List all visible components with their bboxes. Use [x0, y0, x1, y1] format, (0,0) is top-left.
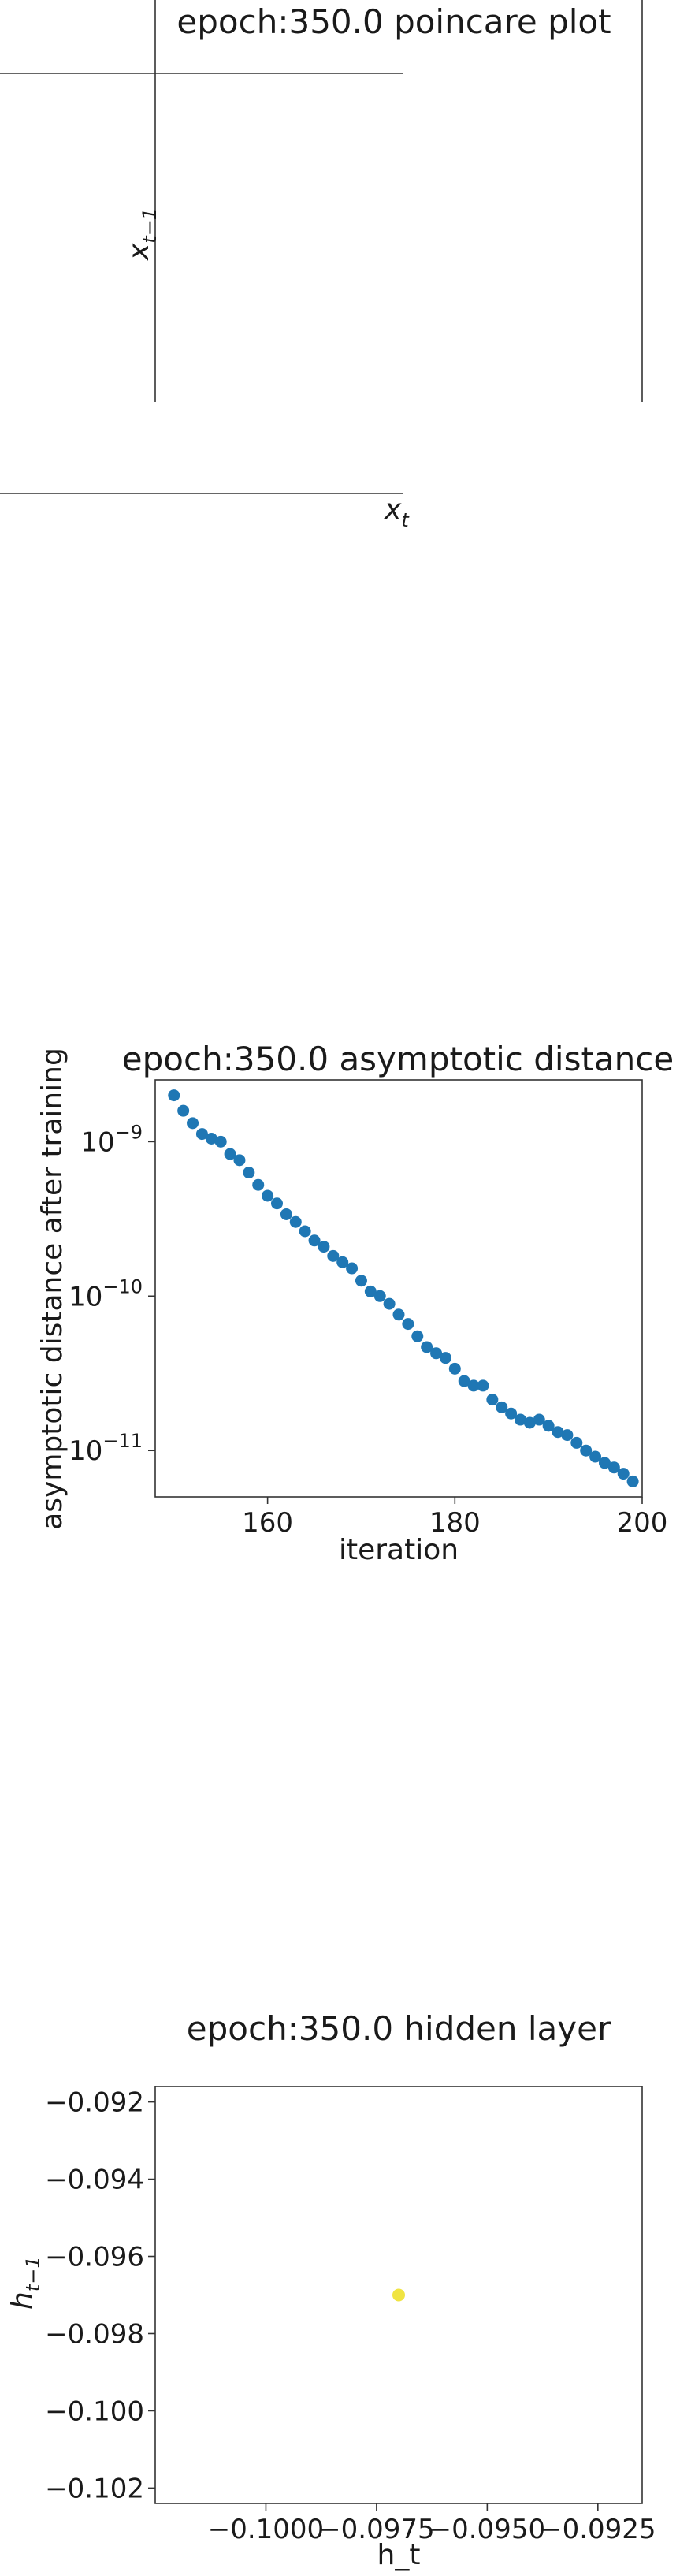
- data-point: [533, 1413, 545, 1426]
- asymptotic-title: epoch:350.0 asymptotic distance: [122, 1040, 674, 1078]
- data-point: [224, 1148, 236, 1160]
- poincare-xlabel: xt: [384, 493, 410, 531]
- data-point: [336, 1256, 349, 1268]
- poincare-title: epoch:350.0 poincare plot: [176, 2, 611, 41]
- data-point: [233, 1154, 246, 1167]
- data-point: [421, 1341, 433, 1353]
- data-point: [430, 1347, 443, 1360]
- hidden-title: epoch:350.0 hidden layer: [187, 2009, 611, 2048]
- data-point: [617, 1468, 630, 1480]
- poincare-ylabel-sub: t−1: [139, 208, 161, 244]
- svg-text:ht−1: ht−1: [6, 2256, 44, 2310]
- data-point: [598, 1457, 611, 1469]
- data-point: [308, 1234, 321, 1247]
- data-point: [589, 1450, 602, 1463]
- x-tick-label: −0.0975: [318, 2514, 434, 2545]
- y-tick-label: −0.100: [45, 2395, 144, 2427]
- data-point: [570, 1436, 583, 1449]
- hidden-ylabel: ht−1: [6, 2256, 44, 2310]
- data-point: [280, 1208, 292, 1220]
- data-point: [187, 1117, 199, 1130]
- data-point: [607, 1461, 620, 1474]
- poincare-panel: epoch:350.0 poincare plot xt−1 xt: [0, 0, 643, 531]
- data-point: [448, 1362, 461, 1375]
- hidden-xlabel: h_t: [377, 2539, 421, 2571]
- data-point: [195, 1128, 208, 1141]
- data-point: [346, 1262, 359, 1275]
- data-point: [561, 1429, 574, 1442]
- data-point: [515, 1413, 526, 1426]
- x-tick-label: −0.0950: [429, 2514, 545, 2545]
- data-point: [392, 2288, 405, 2302]
- y-tick-label: −0.094: [45, 2165, 144, 2196]
- y-tick-label: −0.102: [45, 2473, 144, 2504]
- data-point: [364, 1285, 377, 1297]
- data-point: [205, 1132, 217, 1145]
- x-tick-label: 200: [617, 1507, 668, 1539]
- data-point: [505, 1407, 518, 1420]
- x-tick-label: −0.1000: [208, 2514, 324, 2545]
- poincare-xlabel-sub: t: [401, 509, 410, 531]
- asymptotic-ylabel: asymptotic distance after training: [36, 1048, 69, 1530]
- data-point: [542, 1420, 555, 1432]
- y-tick-label: 10−10: [69, 1275, 143, 1312]
- data-point: [252, 1178, 265, 1191]
- hidden-panel: epoch:350.0 hidden layer −0.092−0.094−0.…: [6, 2009, 656, 2571]
- data-point: [168, 1089, 180, 1102]
- x-tick-label: 160: [242, 1507, 293, 1539]
- hidden-y-ticks: −0.092 −0.094 −0.096 −0.098 −0.100 −0.102: [45, 2087, 155, 2504]
- asymptotic-panel: epoch:350.0 asymptotic distance 10−9 10−1…: [36, 1040, 674, 1566]
- hidden-series: [392, 2288, 405, 2302]
- poincare-ylabel: xt−1: [123, 208, 161, 261]
- data-point: [467, 1379, 480, 1392]
- y-tick-label: −0.092: [45, 2087, 144, 2119]
- data-point: [262, 1189, 274, 1202]
- data-point: [355, 1275, 367, 1287]
- data-point: [392, 1308, 405, 1321]
- data-point: [486, 1394, 499, 1406]
- data-point: [402, 1318, 414, 1331]
- asymptotic-xlabel: iteration: [339, 1534, 459, 1566]
- svg-text:xt−1: xt−1: [123, 208, 161, 261]
- data-point: [214, 1135, 227, 1148]
- asymptotic-plot-frame: [154, 1079, 643, 1498]
- asymptotic-series: [168, 1089, 639, 1487]
- data-point: [626, 1475, 639, 1487]
- asymptotic-y-ticks: 10−9 10−10 10−11: [69, 1121, 155, 1467]
- asymptotic-x-ticks: 160 180 200: [242, 1497, 667, 1539]
- data-point: [458, 1375, 470, 1387]
- hidden-plot-frame: [154, 2086, 643, 2504]
- data-point: [299, 1225, 311, 1238]
- x-tick-label: 180: [429, 1507, 481, 1539]
- data-point: [318, 1241, 330, 1253]
- y-tick-label: −0.098: [45, 2318, 144, 2350]
- data-point: [552, 1426, 564, 1439]
- y-tick-label: 10−11: [69, 1430, 143, 1467]
- x-tick-label: −0.0925: [540, 2514, 656, 2545]
- data-point: [289, 1215, 302, 1228]
- data-point: [523, 1416, 536, 1429]
- data-point: [383, 1297, 396, 1310]
- hidden-ylabel-sub: t−1: [22, 2256, 44, 2291]
- data-point: [439, 1352, 451, 1364]
- y-tick-label: −0.096: [45, 2242, 144, 2273]
- y-tick-label: 10−9: [80, 1121, 143, 1158]
- data-point: [411, 1330, 424, 1342]
- data-point: [580, 1444, 593, 1457]
- hidden-x-ticks: −0.1000−0.0975−0.0950−0.0925: [208, 2503, 656, 2545]
- data-point: [271, 1197, 283, 1210]
- data-point: [327, 1249, 340, 1262]
- data-point: [477, 1379, 489, 1392]
- data-point: [177, 1104, 190, 1117]
- data-point: [243, 1167, 255, 1179]
- data-point: [373, 1290, 386, 1302]
- data-point: [496, 1401, 508, 1413]
